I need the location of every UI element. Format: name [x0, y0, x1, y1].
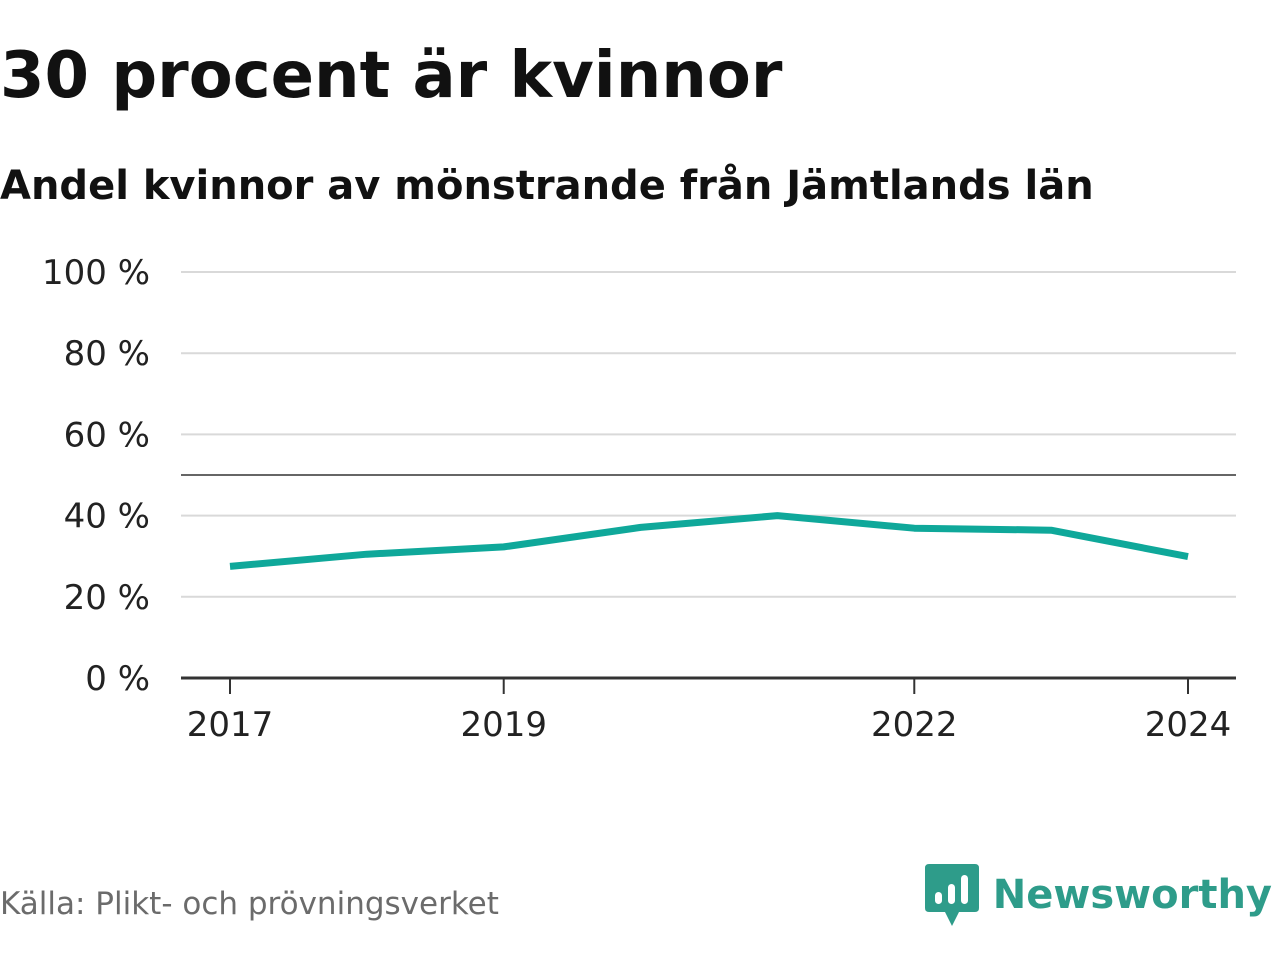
- x-tick-label: 2024: [1145, 705, 1232, 745]
- series-line: [229, 512, 1189, 570]
- y-tick-label: 40 %: [64, 497, 150, 537]
- x-tick-label: 2019: [460, 705, 547, 745]
- brand-name: Newsworthy: [992, 872, 1272, 918]
- y-axis-ticks: 0 % 20 % 40 % 60 % 80 % 100 %: [42, 253, 150, 699]
- x-tick-label: 2017: [187, 705, 274, 745]
- source-note: Källa: Plikt- och prövningsverket: [0, 886, 499, 922]
- chart-title: 30 procent är kvinnor: [0, 39, 783, 113]
- y-tick-label: 80 %: [64, 334, 150, 374]
- line-chart: 0 % 20 % 40 % 60 % 80 % 100 % 2017 2019 2022 202…: [42, 253, 1236, 745]
- brand-logo: Newsworthy: [924, 864, 1272, 926]
- gridlines: [181, 271, 1236, 598]
- chart-subtitle: Andel kvinnor av mönstrande från Jämtlan…: [0, 163, 1094, 209]
- speech-bubble-bar-chart-icon: [924, 864, 979, 926]
- y-tick-label: 0 %: [85, 659, 150, 699]
- x-tick-label: 2022: [871, 705, 958, 745]
- y-tick-label: 20 %: [64, 578, 150, 618]
- y-tick-label: 60 %: [64, 415, 150, 455]
- y-tick-label: 100 %: [42, 253, 150, 293]
- x-axis-ticks: 2017 2019 2022 2024: [187, 678, 1232, 745]
- series-layer: [229, 512, 1189, 570]
